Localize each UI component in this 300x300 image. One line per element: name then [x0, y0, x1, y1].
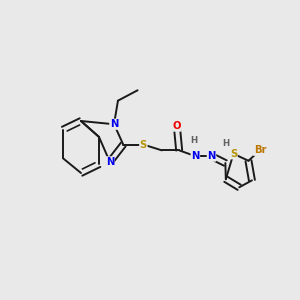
Text: H: H: [190, 136, 197, 145]
Text: N: N: [207, 151, 216, 161]
Text: Br: Br: [254, 145, 266, 155]
Text: N: N: [106, 157, 114, 167]
Text: S: S: [230, 149, 237, 159]
Text: N: N: [110, 119, 118, 129]
Text: H: H: [222, 139, 229, 148]
Text: N: N: [191, 151, 200, 161]
Text: S: S: [140, 140, 147, 150]
Text: O: O: [172, 121, 181, 131]
